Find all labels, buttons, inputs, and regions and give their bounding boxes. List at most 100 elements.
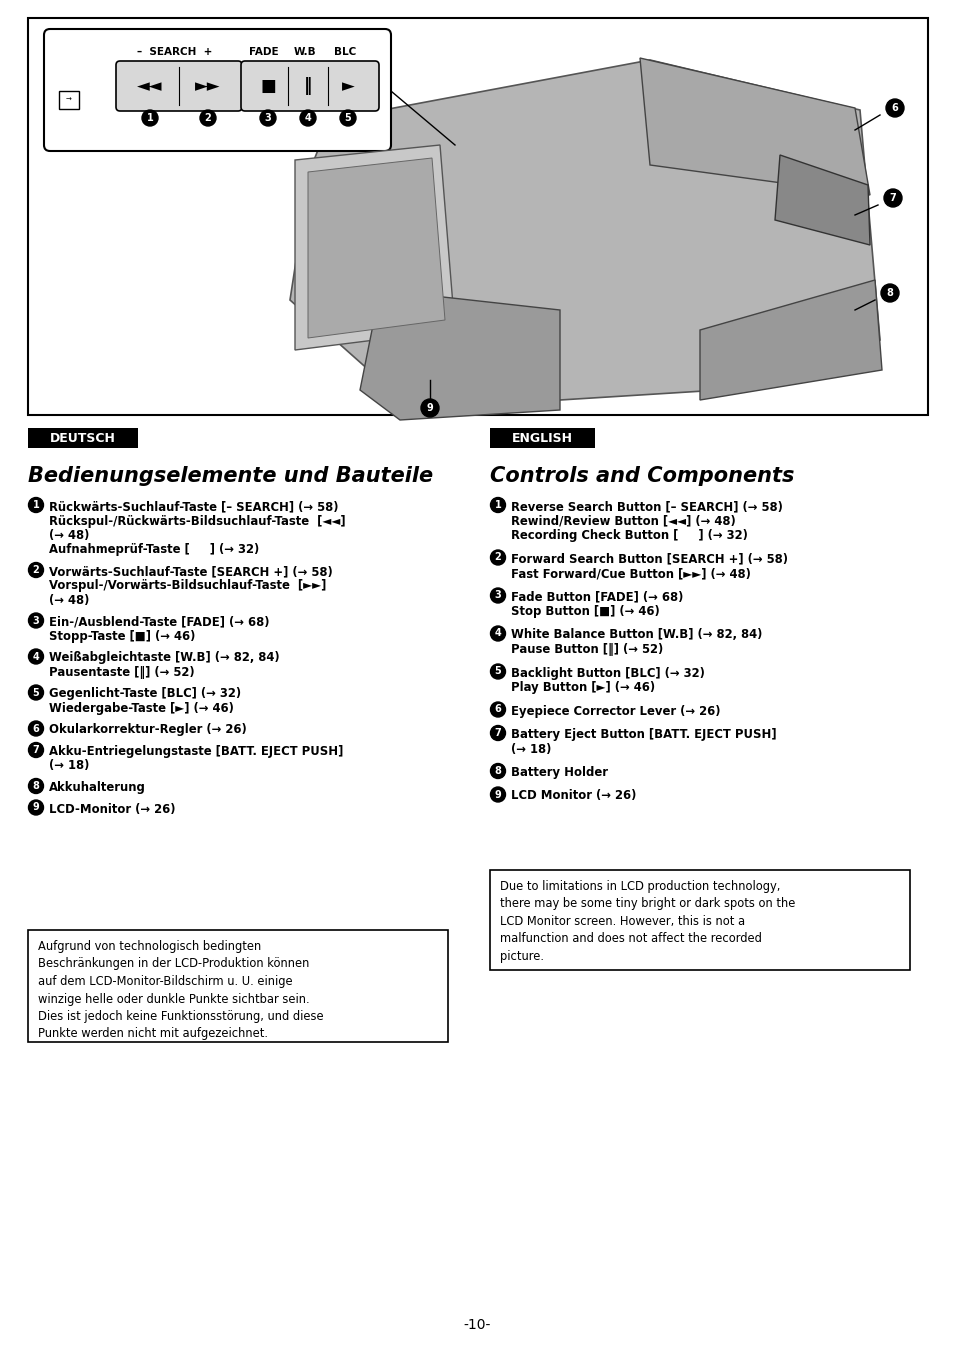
Circle shape — [29, 685, 44, 700]
Polygon shape — [290, 61, 879, 400]
Text: 2: 2 — [32, 565, 39, 576]
Text: Fade Button [FADE] (→ 68): Fade Button [FADE] (→ 68) — [511, 590, 682, 604]
Text: ►: ► — [341, 77, 354, 94]
Circle shape — [490, 588, 505, 603]
Text: W.B: W.B — [294, 47, 316, 57]
Circle shape — [29, 613, 44, 628]
Text: Rückspul-/Rückwärts-Bildsuchlauf-Taste  [◄◄]: Rückspul-/Rückwärts-Bildsuchlauf-Taste [… — [49, 515, 345, 527]
Text: (→ 48): (→ 48) — [49, 594, 90, 607]
Text: Battery Eject Button [BATT. EJECT PUSH]: Battery Eject Button [BATT. EJECT PUSH] — [511, 728, 776, 741]
Circle shape — [29, 799, 44, 816]
Circle shape — [299, 111, 315, 125]
Text: ◄◄: ◄◄ — [137, 77, 163, 94]
Circle shape — [29, 648, 44, 665]
Circle shape — [490, 497, 505, 512]
Text: Okularkorrektur-Regler (→ 26): Okularkorrektur-Regler (→ 26) — [49, 724, 247, 736]
Bar — [490, 429, 595, 448]
Text: 7: 7 — [494, 728, 501, 737]
Text: Akkuhalterung: Akkuhalterung — [49, 780, 146, 794]
Text: 5: 5 — [494, 666, 501, 677]
Text: -10-: -10- — [463, 1318, 490, 1332]
Text: Weißabgleichtaste [W.B] (→ 82, 84): Weißabgleichtaste [W.B] (→ 82, 84) — [49, 651, 279, 665]
Text: 4: 4 — [494, 628, 501, 639]
Text: (→ 18): (→ 18) — [511, 743, 551, 755]
Circle shape — [885, 98, 903, 117]
Text: 1: 1 — [147, 113, 153, 123]
Circle shape — [29, 779, 44, 794]
Text: Pause Button [‖] (→ 52): Pause Button [‖] (→ 52) — [511, 643, 662, 656]
Text: FADE: FADE — [249, 47, 278, 57]
Text: 3: 3 — [494, 590, 501, 600]
Text: Stopp-Taste [■] (→ 46): Stopp-Taste [■] (→ 46) — [49, 630, 195, 643]
Text: 2: 2 — [494, 553, 501, 562]
Text: ■: ■ — [260, 77, 275, 94]
Text: Play Button [►] (→ 46): Play Button [►] (→ 46) — [511, 681, 655, 694]
Bar — [490, 869, 909, 971]
Text: Battery Holder: Battery Holder — [511, 766, 607, 779]
Text: Aufnahmeprüf-Taste [     ] (→ 32): Aufnahmeprüf-Taste [ ] (→ 32) — [49, 543, 259, 557]
FancyBboxPatch shape — [241, 61, 378, 111]
Circle shape — [490, 702, 505, 717]
Text: Stop Button [■] (→ 46): Stop Button [■] (→ 46) — [511, 605, 659, 617]
Polygon shape — [774, 155, 869, 245]
Text: 9: 9 — [426, 403, 433, 412]
Text: 5: 5 — [344, 113, 351, 123]
Text: 7: 7 — [32, 745, 39, 755]
Circle shape — [490, 625, 505, 642]
Text: ENGLISH: ENGLISH — [511, 431, 572, 445]
Text: Gegenlicht-Taste [BLC] (→ 32): Gegenlicht-Taste [BLC] (→ 32) — [49, 687, 241, 701]
Text: 6: 6 — [891, 102, 898, 113]
Text: Reverse Search Button [– SEARCH] (→ 58): Reverse Search Button [– SEARCH] (→ 58) — [511, 500, 782, 514]
Text: 3: 3 — [264, 113, 271, 123]
Text: Rewind/Review Button [◄◄] (→ 48): Rewind/Review Button [◄◄] (→ 48) — [511, 515, 735, 527]
Bar — [28, 429, 138, 448]
Circle shape — [29, 721, 44, 736]
Text: Rückwärts-Suchlauf-Taste [– SEARCH] (→ 58): Rückwärts-Suchlauf-Taste [– SEARCH] (→ 5… — [49, 500, 338, 514]
Circle shape — [490, 665, 505, 679]
Text: 8: 8 — [885, 288, 893, 298]
Text: 8: 8 — [32, 780, 39, 791]
Circle shape — [490, 787, 505, 802]
FancyBboxPatch shape — [44, 30, 391, 151]
Text: Controls and Components: Controls and Components — [490, 466, 794, 487]
Polygon shape — [639, 58, 869, 195]
Text: BLC: BLC — [334, 47, 355, 57]
Text: Forward Search Button [SEARCH +] (→ 58): Forward Search Button [SEARCH +] (→ 58) — [511, 553, 787, 566]
Text: ‖: ‖ — [304, 77, 312, 94]
Text: ►►: ►► — [195, 77, 220, 94]
Text: Akku-Entriegelungstaste [BATT. EJECT PUSH]: Akku-Entriegelungstaste [BATT. EJECT PUS… — [49, 745, 343, 758]
Circle shape — [420, 399, 438, 417]
Circle shape — [142, 111, 158, 125]
Circle shape — [880, 284, 898, 302]
Polygon shape — [700, 280, 882, 400]
Circle shape — [200, 111, 215, 125]
Text: Wiedergabe-Taste [►] (→ 46): Wiedergabe-Taste [►] (→ 46) — [49, 702, 233, 714]
Circle shape — [883, 189, 901, 208]
Text: 5: 5 — [32, 687, 39, 697]
FancyBboxPatch shape — [59, 92, 79, 109]
Text: →: → — [66, 97, 71, 102]
Polygon shape — [359, 290, 559, 421]
Text: Fast Forward/Cue Button [►►] (→ 48): Fast Forward/Cue Button [►►] (→ 48) — [511, 568, 750, 580]
Text: 7: 7 — [889, 193, 896, 204]
Text: Ein-/Ausblend-Taste [FADE] (→ 68): Ein-/Ausblend-Taste [FADE] (→ 68) — [49, 616, 269, 628]
Text: (→ 18): (→ 18) — [49, 759, 90, 772]
Text: Eyepiece Corrector Lever (→ 26): Eyepiece Corrector Lever (→ 26) — [511, 705, 720, 717]
Text: –  SEARCH  +: – SEARCH + — [137, 47, 213, 57]
Text: 6: 6 — [32, 724, 39, 733]
Circle shape — [29, 497, 44, 512]
Text: White Balance Button [W.B] (→ 82, 84): White Balance Button [W.B] (→ 82, 84) — [511, 628, 761, 642]
Text: 9: 9 — [494, 790, 501, 799]
Text: 8: 8 — [494, 766, 501, 776]
Circle shape — [490, 550, 505, 565]
Text: Due to limitations in LCD production technology,
there may be some tiny bright o: Due to limitations in LCD production tec… — [499, 880, 795, 962]
Polygon shape — [294, 146, 455, 350]
Text: 9: 9 — [32, 802, 39, 813]
Text: Aufgrund von technologisch bedingten
Beschränkungen in der LCD-Produktion können: Aufgrund von technologisch bedingten Bes… — [38, 940, 323, 1041]
Text: 4: 4 — [32, 651, 39, 662]
Text: 3: 3 — [32, 616, 39, 625]
Circle shape — [339, 111, 355, 125]
Text: 2: 2 — [204, 113, 212, 123]
Bar — [28, 930, 448, 1042]
FancyBboxPatch shape — [116, 61, 242, 111]
